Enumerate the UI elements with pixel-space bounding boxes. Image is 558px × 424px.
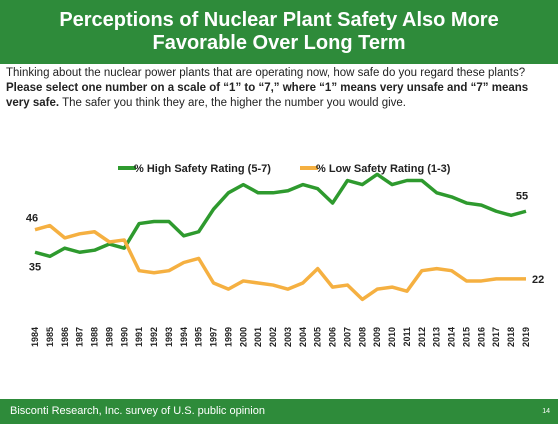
- footer: Bisconti Research, Inc. survey of U.S. p…: [0, 399, 558, 424]
- data-label: 35: [29, 261, 41, 273]
- page-number: 14: [542, 408, 550, 415]
- x-tick-label: 2015: [461, 327, 471, 347]
- question: Thinking about the nuclear power plants …: [6, 66, 551, 111]
- x-tick-label: 2006: [328, 327, 338, 347]
- x-tick-label: 2001: [253, 327, 263, 347]
- x-tick-label: 2003: [283, 327, 293, 347]
- x-tick-label: 1993: [164, 327, 174, 347]
- chart: 1984 1985 1986 1987 1988 1989 1990 1991 1992 1993…: [26, 163, 544, 347]
- question-part: Please select one number on a scale of “…: [6, 82, 529, 109]
- x-tick-label: 2004: [298, 327, 308, 347]
- x-tick-label: 2014: [447, 327, 457, 347]
- x-tick-label: 2018: [506, 327, 516, 347]
- x-tick-label: 2013: [432, 327, 442, 347]
- series-line: [34, 223, 526, 302]
- x-tick-label: 1987: [75, 327, 85, 347]
- x-tick-label: 1989: [104, 327, 114, 347]
- x-tick-label: 2000: [238, 327, 248, 347]
- x-tick-label: 1997: [209, 327, 219, 347]
- x-tick-label: 2007: [342, 327, 352, 347]
- question-part: Thinking about the nuclear power plants …: [6, 67, 526, 79]
- x-tick-label: 1988: [90, 327, 100, 347]
- legend-label: % High Safety Rating (5-7): [134, 163, 271, 175]
- x-tick-label: 1984: [30, 327, 40, 347]
- x-tick-label: 2019: [521, 327, 531, 347]
- title: Perceptions of Nuclear Plant Safety Also…: [59, 9, 499, 54]
- x-tick-label: 2016: [476, 327, 486, 347]
- question-part: The safer you think they are, the higher…: [59, 97, 406, 109]
- x-tick-label: 2017: [491, 327, 501, 347]
- data-label: 22: [532, 274, 544, 286]
- x-tick-label: 1994: [179, 327, 189, 347]
- x-tick-label: 2005: [313, 327, 323, 347]
- x-tick-label: 2008: [357, 327, 367, 347]
- x-tick-label: 2011: [402, 327, 412, 347]
- source: Bisconti Research, Inc. survey of U.S. p…: [10, 405, 265, 417]
- legend-label: % Low Safety Rating (1-3): [316, 163, 451, 175]
- x-tick-label: 1985: [45, 327, 55, 347]
- x-tick-label: 1986: [60, 327, 70, 347]
- x-tick-label: 1991: [134, 327, 144, 347]
- data-label: 46: [26, 213, 38, 225]
- x-tick-label: 2010: [387, 327, 397, 347]
- title-bar: Perceptions of Nuclear Plant Safety Also…: [0, 0, 558, 64]
- x-tick-label: 1992: [149, 327, 159, 347]
- x-tick-label: 1990: [119, 327, 129, 347]
- x-tick-label: 2002: [268, 327, 278, 347]
- x-tick-label: 1999: [223, 327, 233, 347]
- data-label: 55: [516, 190, 528, 202]
- x-tick-label: 2009: [372, 327, 382, 347]
- x-tick-label: 2012: [417, 327, 427, 347]
- x-tick-label: 1995: [194, 327, 204, 347]
- series-line: [34, 172, 527, 259]
